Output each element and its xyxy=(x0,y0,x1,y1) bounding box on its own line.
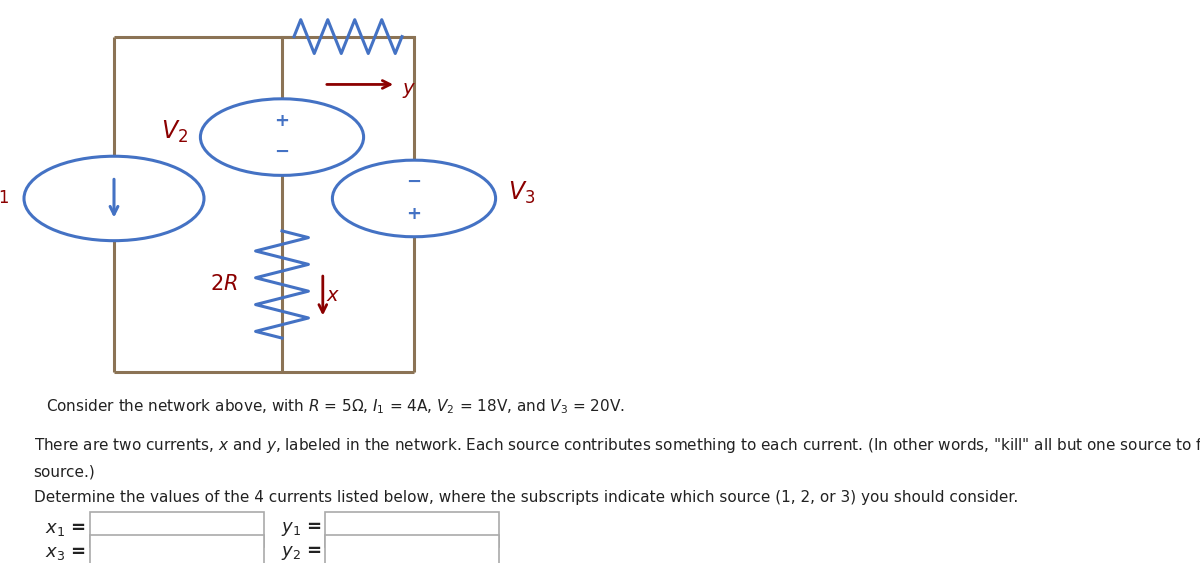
FancyBboxPatch shape xyxy=(325,512,499,547)
Text: −: − xyxy=(407,173,421,191)
Text: −: − xyxy=(275,144,289,162)
Text: $x_1$ =: $x_1$ = xyxy=(46,520,86,538)
Text: There are two currents, $x$ and $y$, labeled in the network. Each source contrib: There are two currents, $x$ and $y$, lab… xyxy=(34,436,1200,455)
Text: $\mathit{2R}$: $\mathit{2R}$ xyxy=(210,275,238,294)
Circle shape xyxy=(24,156,204,241)
Text: Consider the network above, with $R$ = 5Ω, $I_1$ = 4A, $V_2$ = 18V, and $V_3$ = : Consider the network above, with $R$ = 5… xyxy=(46,397,624,415)
Text: +: + xyxy=(275,112,289,130)
Text: Determine the values of the 4 currents listed below, where the subscripts indica: Determine the values of the 4 currents l… xyxy=(34,490,1018,505)
Text: $\mathit{x}$: $\mathit{x}$ xyxy=(326,286,341,305)
Text: $\mathit{I_1}$: $\mathit{I_1}$ xyxy=(0,180,10,206)
Text: +: + xyxy=(407,205,421,223)
Text: $\mathit{y}$: $\mathit{y}$ xyxy=(402,81,416,100)
FancyBboxPatch shape xyxy=(90,512,264,547)
Circle shape xyxy=(332,160,496,236)
Text: $\mathit{V_2}$: $\mathit{V_2}$ xyxy=(161,118,188,145)
Text: $y_2$ =: $y_2$ = xyxy=(281,544,322,562)
Text: $\mathit{V_3}$: $\mathit{V_3}$ xyxy=(508,180,535,206)
Text: source.): source.) xyxy=(34,464,95,480)
Text: $x_3$ =: $x_3$ = xyxy=(46,544,86,562)
Circle shape xyxy=(200,99,364,175)
FancyBboxPatch shape xyxy=(325,535,499,563)
FancyBboxPatch shape xyxy=(90,535,264,563)
Text: $y_1$ =: $y_1$ = xyxy=(281,520,322,538)
